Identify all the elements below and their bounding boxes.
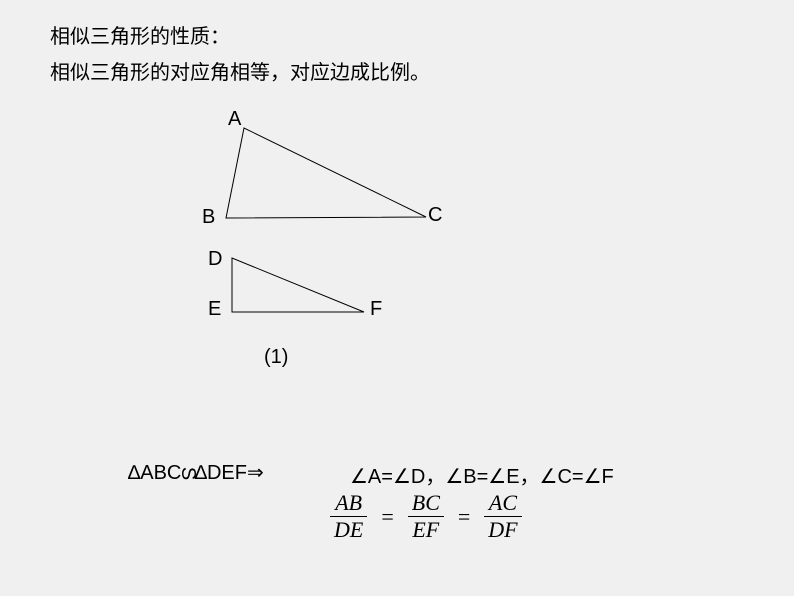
fraction-1: AB DE bbox=[330, 490, 367, 544]
triangle-symbol-1: ∆ bbox=[128, 462, 140, 484]
similarity-statement: ∆ABCS∆DEF⇒ bbox=[128, 460, 264, 485]
label-f: F bbox=[370, 298, 382, 321]
implies-arrow: ⇒ bbox=[247, 462, 264, 484]
fraction-2-den: EF bbox=[408, 517, 443, 543]
fraction-1-num: AB bbox=[331, 490, 366, 516]
fraction-3: AC DF bbox=[484, 490, 521, 544]
label-e: E bbox=[208, 298, 221, 321]
rhs-triangle: DEF bbox=[207, 462, 247, 484]
equals-2: = bbox=[458, 504, 470, 530]
angle-equalities: ∠A=∠D，∠B=∠E，∠C=∠F bbox=[350, 460, 614, 489]
label-d: D bbox=[208, 248, 222, 271]
fraction-3-num: AC bbox=[485, 490, 521, 516]
fraction-2: BC EF bbox=[408, 490, 444, 544]
angle-eqs-text: ∠A=∠D，∠B=∠E，∠C=∠F bbox=[350, 466, 614, 488]
similar-symbol: S bbox=[177, 467, 200, 480]
ratio-equalities: AB DE = BC EF = AC DF bbox=[330, 490, 522, 544]
fraction-3-den: DF bbox=[484, 517, 521, 543]
fraction-2-num: BC bbox=[408, 490, 444, 516]
figure-caption: (1) bbox=[264, 346, 288, 369]
fraction-1-den: DE bbox=[330, 517, 367, 543]
equals-1: = bbox=[381, 504, 393, 530]
